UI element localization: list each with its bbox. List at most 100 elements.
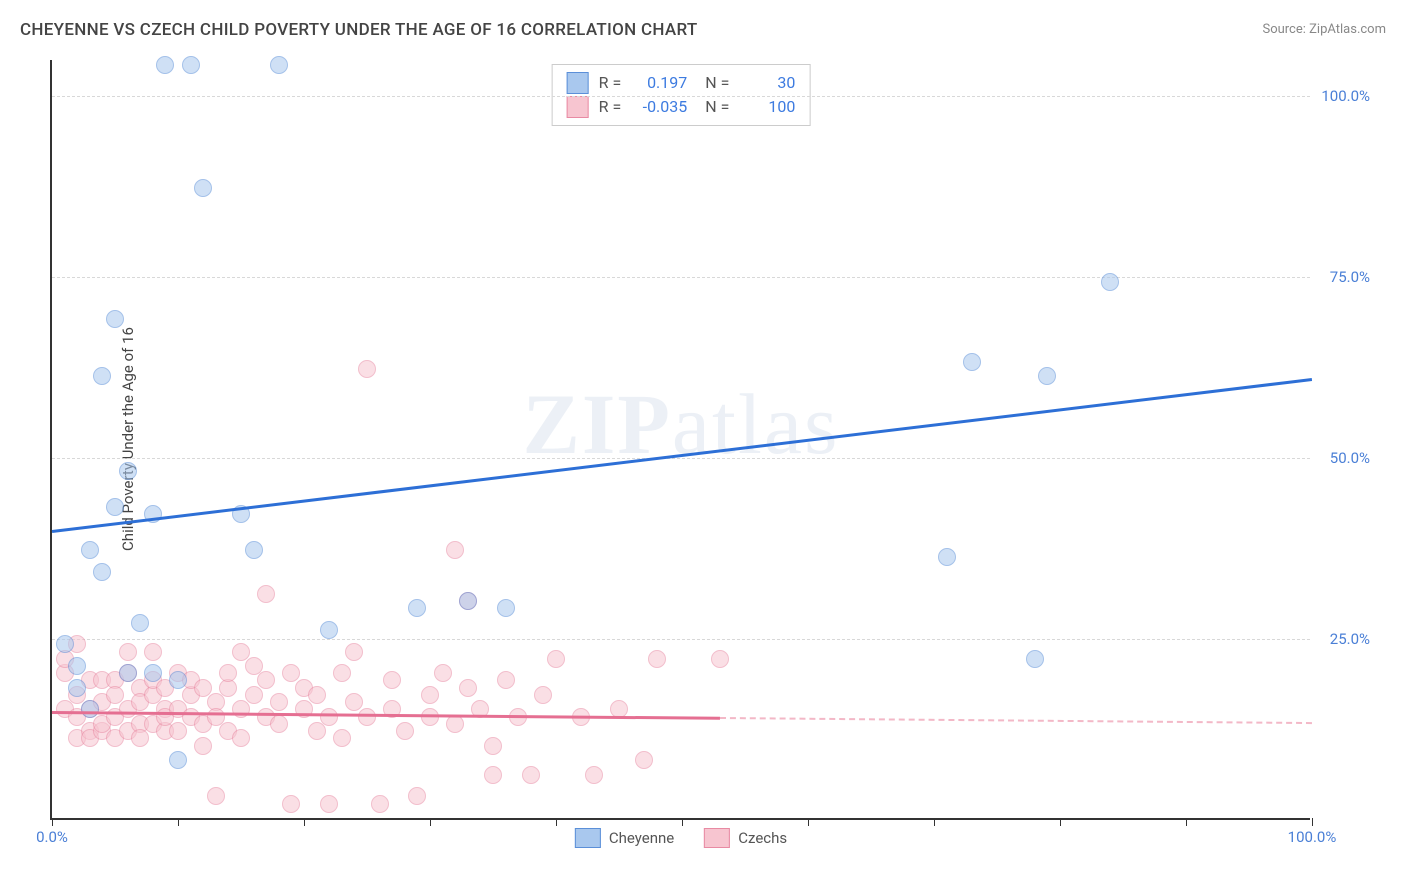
scatter-marker — [320, 708, 338, 726]
gridline — [52, 639, 1310, 640]
scatter-marker — [497, 599, 515, 617]
scatter-marker — [963, 353, 981, 371]
legend-label: Cheyenne — [609, 829, 674, 847]
source-attribution: Source: ZipAtlas.com — [1262, 22, 1386, 37]
scatter-marker — [93, 367, 111, 385]
scatter-marker — [497, 671, 515, 689]
x-tick — [178, 818, 179, 826]
scatter-marker — [131, 614, 149, 632]
gridline — [52, 277, 1310, 278]
plot-area: Child Poverty Under the Age of 16 ZIPatl… — [50, 60, 1310, 820]
y-tick-label: 50.0% — [1330, 449, 1370, 467]
scatter-marker — [270, 56, 288, 74]
scatter-marker — [1101, 273, 1119, 291]
scatter-marker — [194, 179, 212, 197]
scatter-marker — [93, 563, 111, 581]
scatter-marker — [81, 541, 99, 559]
scatter-marker — [585, 766, 603, 784]
scatter-marker — [144, 664, 162, 682]
scatter-marker — [232, 700, 250, 718]
scatter-marker — [484, 737, 502, 755]
legend-label: Czechs — [738, 829, 787, 847]
scatter-marker — [383, 671, 401, 689]
scatter-marker — [68, 657, 86, 675]
scatter-marker — [169, 751, 187, 769]
scatter-marker — [169, 722, 187, 740]
scatter-marker — [68, 679, 86, 697]
scatter-marker — [119, 643, 137, 661]
scatter-marker — [308, 686, 326, 704]
scatter-marker — [345, 643, 363, 661]
scatter-marker — [219, 664, 237, 682]
scatter-marker — [144, 643, 162, 661]
scatter-marker — [182, 56, 200, 74]
stats-n-value: 30 — [739, 71, 795, 95]
gridline — [52, 458, 1310, 459]
scatter-marker — [156, 56, 174, 74]
y-tick-label: 75.0% — [1330, 268, 1370, 286]
scatter-marker — [119, 462, 137, 480]
legend-swatch-blue-icon — [575, 828, 601, 848]
scatter-marker — [245, 541, 263, 559]
scatter-marker — [131, 729, 149, 747]
y-tick-label: 25.0% — [1330, 630, 1370, 648]
scatter-marker — [446, 715, 464, 733]
stats-row-cheyenne: R = 0.197 N = 30 — [567, 71, 796, 95]
scatter-marker — [459, 592, 477, 610]
x-tick — [1186, 818, 1187, 826]
scatter-marker — [484, 766, 502, 784]
scatter-marker — [333, 729, 351, 747]
scatter-marker — [308, 722, 326, 740]
scatter-marker — [396, 722, 414, 740]
scatter-marker — [320, 795, 338, 813]
y-axis-label: Child Poverty Under the Age of 16 — [119, 327, 137, 551]
swatch-blue-icon — [567, 72, 589, 94]
x-tick — [430, 818, 431, 826]
scatter-marker — [446, 541, 464, 559]
scatter-marker — [232, 729, 250, 747]
stats-r-label: R = — [599, 95, 622, 119]
scatter-marker — [534, 686, 552, 704]
scatter-marker — [371, 795, 389, 813]
scatter-marker — [81, 700, 99, 718]
scatter-marker — [358, 708, 376, 726]
x-tick — [934, 818, 935, 826]
scatter-marker — [270, 693, 288, 711]
scatter-marker — [282, 795, 300, 813]
scatter-marker — [194, 737, 212, 755]
x-tick — [1312, 818, 1313, 826]
scatter-marker — [245, 686, 263, 704]
scatter-marker — [938, 548, 956, 566]
scatter-marker — [106, 310, 124, 328]
trend-line — [720, 717, 1312, 724]
scatter-marker — [711, 650, 729, 668]
scatter-marker — [434, 664, 452, 682]
x-tick — [556, 818, 557, 826]
x-tick — [304, 818, 305, 826]
scatter-marker — [56, 635, 74, 653]
legend-item-czechs: Czechs — [704, 828, 787, 848]
scatter-marker — [270, 715, 288, 733]
stats-n-label: N = — [697, 95, 729, 119]
x-tick — [1060, 818, 1061, 826]
x-tick-label: 100.0% — [1288, 828, 1337, 846]
gridline — [52, 96, 1310, 97]
scatter-marker — [106, 498, 124, 516]
x-tick — [682, 818, 683, 826]
stats-row-czechs: R = -0.035 N = 100 — [567, 95, 796, 119]
scatter-marker — [1026, 650, 1044, 668]
scatter-marker — [333, 664, 351, 682]
scatter-marker — [257, 671, 275, 689]
stats-n-label: N = — [697, 71, 729, 95]
scatter-marker — [547, 650, 565, 668]
stats-r-value: 0.197 — [631, 71, 687, 95]
x-tick — [808, 818, 809, 826]
scatter-marker — [408, 787, 426, 805]
stats-r-value: -0.035 — [631, 95, 687, 119]
swatch-pink-icon — [567, 96, 589, 118]
scatter-marker — [522, 766, 540, 784]
scatter-marker — [1038, 367, 1056, 385]
scatter-marker — [459, 679, 477, 697]
legend-swatch-pink-icon — [704, 828, 730, 848]
scatter-marker — [320, 621, 338, 639]
